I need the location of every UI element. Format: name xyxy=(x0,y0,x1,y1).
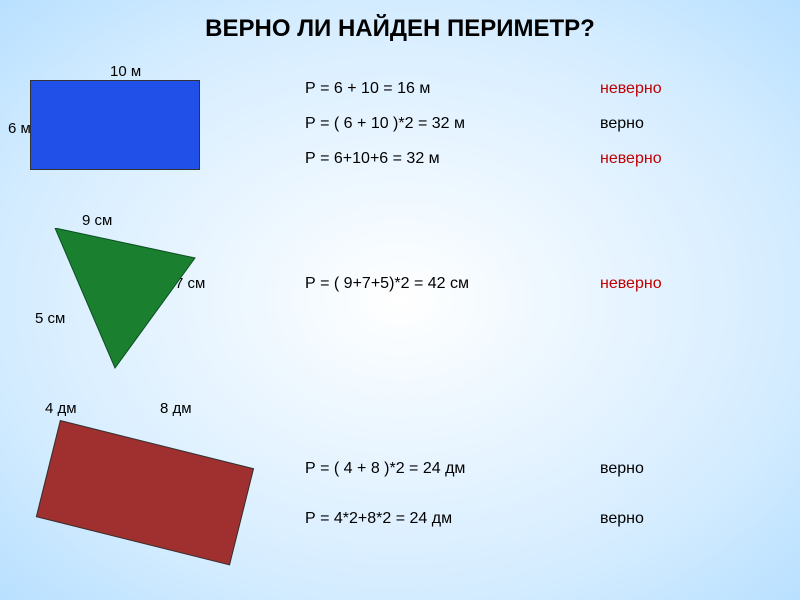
rect1-eq2: Р = ( 6 + 10 )*2 = 32 м xyxy=(305,115,465,133)
tri-top-label: 9 см xyxy=(82,212,112,229)
rect2-verdict2: верно xyxy=(600,510,644,528)
rectangle-1 xyxy=(30,80,200,170)
tri-verdict1: неверно xyxy=(600,275,662,293)
rect2-eq1: Р = ( 4 + 8 )*2 = 24 дм xyxy=(305,460,465,478)
rect1-verdict1: неверно xyxy=(600,80,662,98)
rect2-eq2: Р = 4*2+8*2 = 24 дм xyxy=(305,510,452,528)
rect2-shape xyxy=(36,420,254,565)
rect1-shape xyxy=(30,80,200,170)
triangle-shape xyxy=(40,228,210,373)
rect1-verdict2: верно xyxy=(600,115,644,133)
rect1-verdict3: неверно xyxy=(600,150,662,168)
rect1-left-label: 6 м xyxy=(8,120,31,137)
rect2-verdict1: верно xyxy=(600,460,644,478)
rect1-top-label: 10 м xyxy=(110,63,141,80)
page-title: ВЕРНО ЛИ НАЙДЕН ПЕРИМЕТР? xyxy=(0,15,800,43)
rect1-eq1: Р = 6 + 10 = 16 м xyxy=(305,80,430,98)
rect1-eq3: Р = 6+10+6 = 32 м xyxy=(305,150,440,168)
tri-eq1: Р = ( 9+7+5)*2 = 42 см xyxy=(305,275,469,293)
rectangle-2 xyxy=(30,390,260,520)
